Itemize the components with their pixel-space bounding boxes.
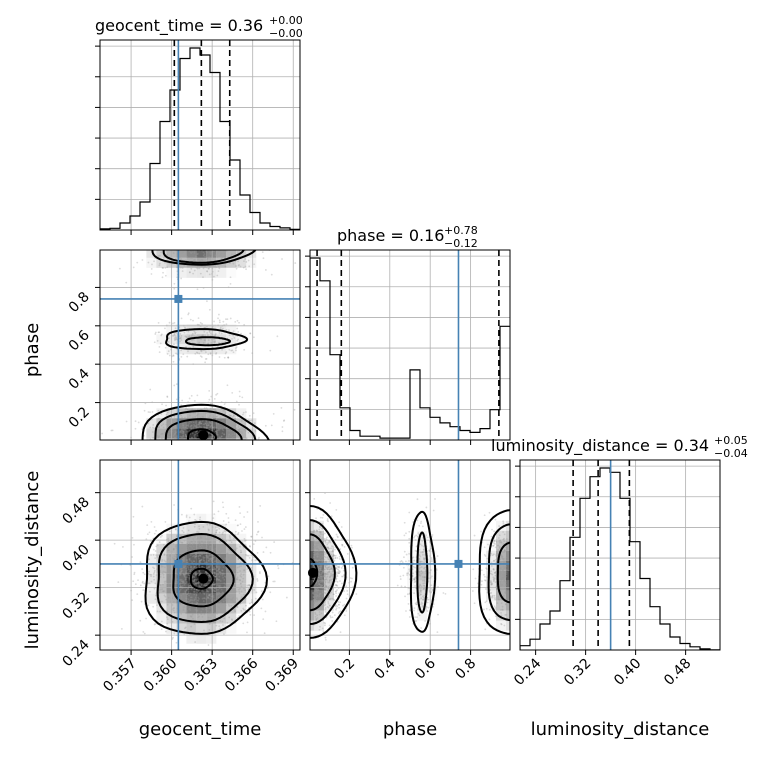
panel-frame-2-0	[99, 459, 301, 651]
contour-gt-ph-6	[151, 250, 257, 266]
xtick-label-geocent-time-0: 0.357	[100, 656, 140, 696]
ytick-label-phase-3: 0.8	[66, 289, 93, 316]
xtick-label-luminosity-distance-0: 0.24	[511, 655, 544, 688]
mode-peak-ph-ld	[307, 567, 318, 578]
contour-ph-ld-8	[416, 531, 429, 614]
title-geocent-time-sub: −0.00	[269, 27, 303, 40]
xtick-label-geocent-time-1: 0.360	[141, 656, 181, 696]
grid-0-0	[100, 40, 300, 230]
xlabel-luminosity-distance: luminosity_distance	[531, 719, 710, 740]
contour-ph-ld-5	[496, 541, 510, 604]
mode-peak-gt-ld	[198, 573, 209, 584]
mode-peak-gt-ph	[198, 430, 209, 441]
contour-gt-ld-4	[144, 520, 269, 635]
xtick-label-geocent-time-3: 0.366	[222, 655, 262, 695]
xtick-label-phase-1: 0.4	[372, 655, 399, 682]
contour-ph-ld-6	[487, 523, 510, 622]
frames-layer	[99, 39, 721, 651]
panel-frame-0-0	[99, 39, 301, 231]
histogram-layer	[100, 40, 720, 650]
contour-ph-ld-2	[310, 533, 336, 612]
title-luminosity-distance-sup: +0.05	[714, 434, 748, 447]
histogram-geocent-time	[100, 47, 300, 230]
density-phase-luminosity-distance	[310, 510, 510, 641]
xtick-label-phase-0: 0.2	[331, 656, 358, 683]
contour-layer	[141, 250, 510, 639]
ytick-label-phase-1: 0.4	[66, 366, 93, 393]
contour-ph-ld-9	[409, 510, 437, 633]
xtick-label-phase-2: 0.6	[412, 655, 439, 682]
contour-gt-ph-4	[141, 403, 270, 440]
panel-frame-1-1	[309, 249, 511, 441]
ytick-label-luminosity-distance-2: 0.40	[59, 542, 92, 575]
ytick-label-luminosity-distance-0: 0.24	[59, 637, 92, 670]
contour-gt-ph-7	[165, 328, 249, 351]
xtick-label-geocent-time-4: 0.369	[262, 656, 302, 696]
ytick-label-luminosity-distance-1: 0.32	[59, 589, 92, 622]
xtick-label-luminosity-distance-3: 0.48	[661, 656, 694, 689]
histogram-phase	[310, 257, 510, 440]
contour-gt-ph-2	[164, 418, 243, 440]
title-phase-sup: +0.78	[444, 224, 478, 237]
scatter-layer	[101, 250, 508, 646]
ytick-label-phase-0: 0.2	[66, 404, 93, 431]
title-luminosity-distance: luminosity_distance = 0.34	[491, 436, 709, 456]
reference-lines-layer	[100, 40, 612, 650]
contour-gt-ph-3	[154, 409, 257, 440]
truth-point-2-0	[174, 559, 183, 568]
ylabel-luminosity-distance: luminosity_distance	[22, 471, 43, 650]
ytick-label-luminosity-distance-3: 0.48	[59, 494, 92, 527]
grid-1-0	[100, 250, 300, 440]
contour-gt-ph-1	[187, 428, 218, 440]
title-geocent-time: geocent_time = 0.36	[95, 16, 263, 36]
xtick-label-luminosity-distance-1: 0.32	[561, 656, 594, 689]
xtick-label-luminosity-distance-2: 0.40	[611, 656, 644, 689]
title-geocent-time-sup: +0.00	[269, 14, 303, 27]
contour-ph-ld-7	[478, 509, 510, 635]
contour-ph-ld-3	[310, 519, 347, 626]
contour-gt-ld-2	[172, 549, 235, 608]
xtick-label-phase-3: 0.8	[452, 656, 479, 683]
histogram-luminosity-distance	[520, 467, 720, 650]
truth-point-1-0	[174, 294, 183, 303]
contour-gt-ld-1	[189, 567, 214, 590]
title-phase: phase = 0.16	[337, 226, 444, 245]
title-luminosity-distance-sub: −0.04	[714, 447, 748, 460]
title-phase-sub: −0.12	[444, 237, 478, 250]
ylabel-phase: phase	[22, 323, 43, 377]
scatter-points-2-1	[312, 492, 508, 641]
contour-gt-ph-8	[184, 336, 232, 347]
contour-gt-ld-3	[156, 532, 254, 624]
panel-frame-1-0	[99, 249, 301, 441]
panel-frame-2-1	[309, 459, 511, 651]
contour-gt-ph-5	[162, 250, 245, 264]
truth-point-2-1	[454, 559, 463, 568]
ytick-label-phase-2: 0.6	[66, 327, 93, 354]
xtick-label-geocent-time-2: 0.363	[181, 656, 221, 696]
contour-ph-ld-1	[310, 557, 319, 588]
xlabel-phase: phase	[383, 719, 437, 740]
xlabel-geocent-time: geocent_time	[139, 719, 262, 740]
contour-ph-ld-4	[310, 504, 358, 639]
panel-frame-2-2	[519, 459, 721, 651]
